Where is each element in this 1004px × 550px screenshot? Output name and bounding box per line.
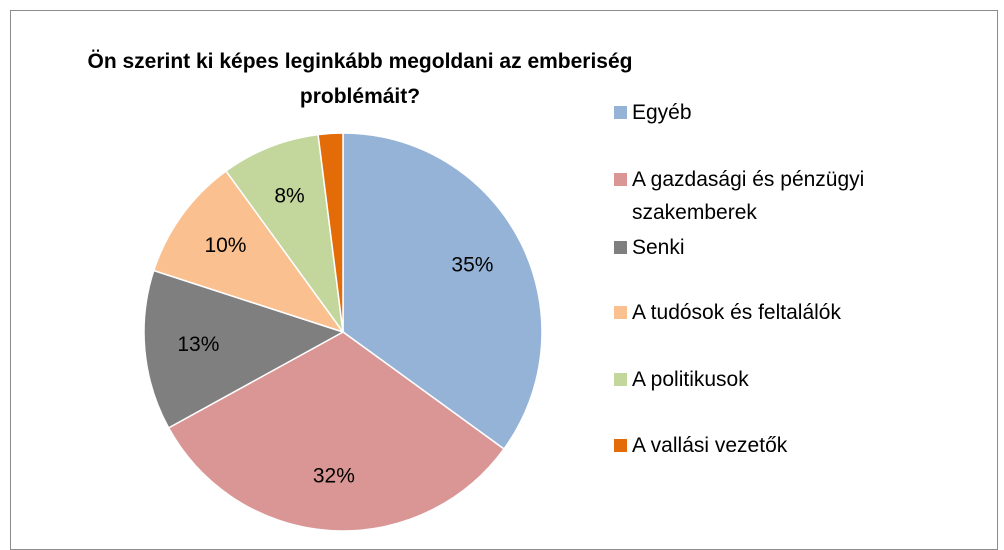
data-label: 10% — [204, 234, 246, 257]
legend-item: Egyéb — [614, 96, 934, 129]
legend-label: A politikusok — [632, 368, 749, 391]
pie-slice — [152, 169, 345, 334]
data-label: 35% — [451, 254, 493, 277]
legend-item: Senki — [614, 231, 934, 264]
legend-label: A gazdasági és pénzügyi szakemberek — [632, 168, 865, 224]
data-label: 32% — [313, 465, 355, 488]
data-label: 13% — [177, 333, 219, 356]
legend-label: Senki — [632, 236, 685, 259]
legend-label: Egyéb — [632, 101, 692, 124]
legend-swatch — [614, 173, 627, 186]
pie-slice — [317, 132, 344, 333]
legend-swatch — [614, 241, 627, 254]
legend-label: A tudósok és feltalálók — [632, 301, 841, 324]
legend-item: A tudósok és feltalálók — [614, 296, 934, 329]
chart-title: Ön szerint ki képes leginkább megoldani … — [87, 50, 633, 108]
legend-swatch — [614, 373, 627, 386]
legend-item: A politikusok — [614, 363, 934, 396]
pie-slice — [342, 132, 543, 451]
legend-item: A gazdasági és pénzügyi szakemberek — [614, 163, 934, 229]
legend-label: A vallási vezetők — [632, 434, 788, 457]
chart: 35% 32% 13% 10% 8% — [143, 132, 543, 532]
legend-item: A vallási vezetők — [614, 429, 934, 462]
legend-swatch — [614, 306, 627, 319]
pie-slice — [224, 133, 344, 333]
pie-slice — [167, 331, 506, 532]
data-label: 8% — [274, 184, 304, 207]
legend-swatch — [614, 106, 627, 119]
legend-swatch — [614, 439, 627, 452]
pie-slice — [143, 269, 345, 429]
